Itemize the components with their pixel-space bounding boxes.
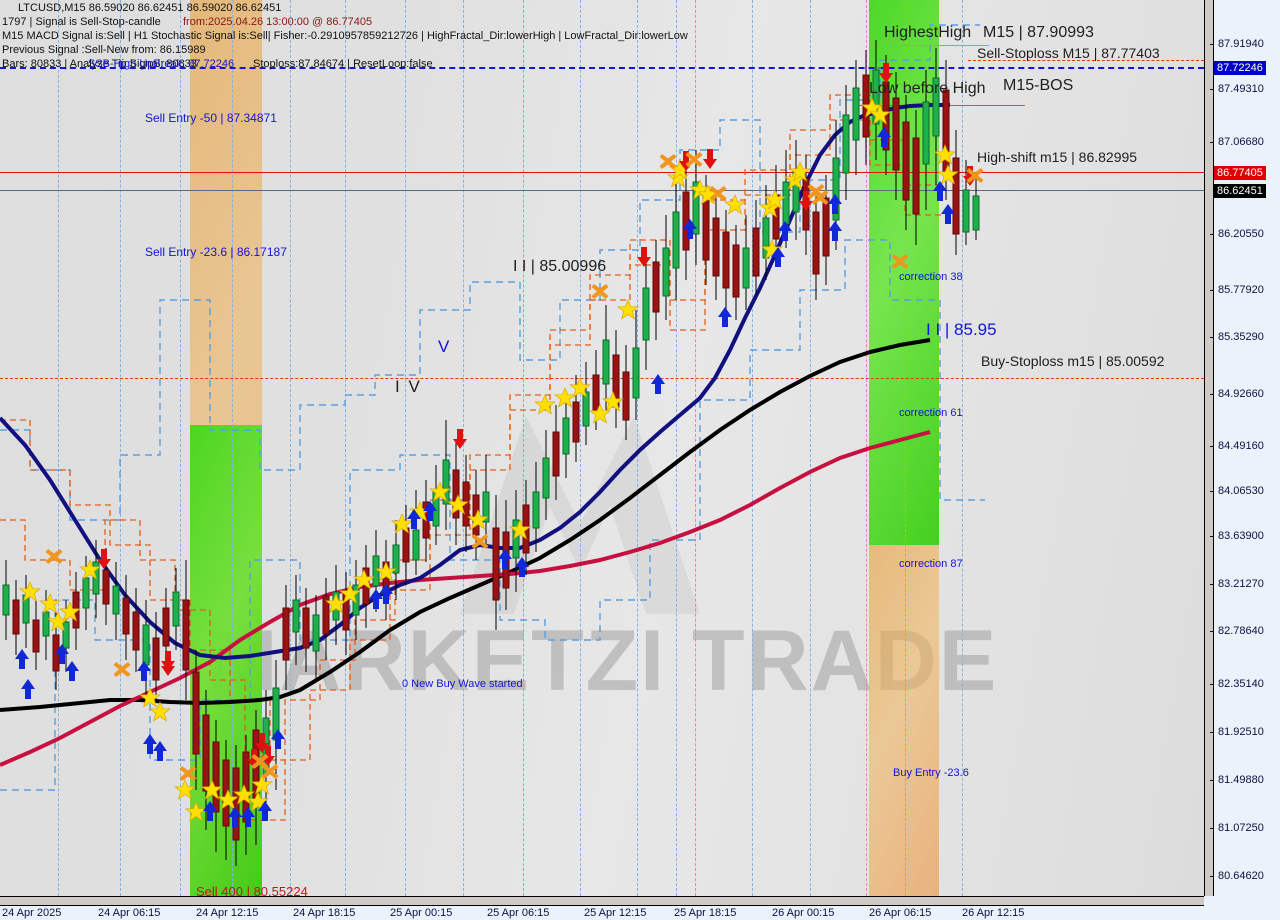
sell-entry-236-label: Sell Entry -23.6 | 86.17187 [145, 245, 287, 259]
time-tick-label: 24 Apr 06:15 [98, 907, 161, 919]
sell-entry-50-label: Sell Entry -50 | 87.34871 [145, 111, 277, 125]
correction-61-label: correction 61 [899, 407, 963, 419]
new-buy-wave-label: 0 New Buy Wave started [402, 678, 523, 690]
header-bars: Bars: 80833 | Analyze Tip Signal: 80833 [2, 58, 197, 70]
price-tick: 80.64620 [1210, 870, 1264, 882]
time-tick-label: 26 Apr 06:15 [869, 907, 932, 919]
price-tick: 81.92510 [1210, 726, 1264, 738]
price-tick: 87.49310 [1210, 83, 1264, 95]
vgrid [752, 0, 753, 896]
vgrid [962, 0, 963, 896]
vgrid [580, 0, 581, 896]
price-tick: 87.06680 [1210, 136, 1264, 148]
vgrid [290, 0, 291, 896]
vgrid [637, 0, 638, 896]
signal-markers-layer [15, 63, 984, 827]
header-ssb-upbreak: SSB-High UpBreak: 87.72246 [88, 58, 235, 70]
price-tick: 85.35290 [1210, 331, 1264, 343]
header-symbol-line: LTCUSD,M15 86.59020 86.62451 86.59020 86… [18, 2, 282, 14]
blue-up-arrow-markers [15, 127, 955, 827]
yellow-star-markers [19, 97, 959, 822]
price-tick: 84.49160 [1210, 440, 1264, 452]
vgrid-pink [523, 0, 524, 896]
vgrid [58, 0, 59, 896]
header-signal-from: from:2025.04.26 13:00:00 @ 86.77405 [183, 16, 373, 28]
price-axis-bar[interactable] [1204, 0, 1214, 896]
time-tick-label: 26 Apr 00:15 [772, 907, 835, 919]
red-down-arrow-markers [97, 63, 977, 769]
wave-ii-8595-label: I I | 85.95 [926, 320, 997, 339]
buy-stoploss-label: Buy-Stoploss m15 | 85.00592 [981, 353, 1165, 369]
vgrid [676, 0, 677, 896]
vgrid [345, 0, 346, 896]
price-tick: 82.78640 [1210, 625, 1264, 637]
wave-iv-label: I V [395, 377, 422, 396]
sell-stoploss-line [968, 60, 1204, 61]
header-indicators: M15 MACD Signal is:Sell | H1 Stochastic … [2, 30, 688, 42]
time-axis-labels[interactable]: 24 Apr 2025 24 Apr 06:15 24 Apr 12:15 24… [0, 906, 1280, 920]
vgrid [810, 0, 811, 896]
header-previous: Previous Signal :Sell-New from: 86.15989 [2, 44, 206, 56]
price-tick: 86.20550 [1210, 228, 1264, 240]
price-tick: 82.35140 [1210, 678, 1264, 690]
time-tick-label: 26 Apr 12:15 [962, 907, 1025, 919]
header-signal-prefix: 1797 | Signal is Sell-Stop-candle [2, 16, 161, 28]
price-tick: 83.63900 [1210, 530, 1264, 542]
indicator-lines [0, 24, 985, 821]
price-label-ssb-upbreak: 87.72246 [1214, 61, 1266, 75]
vgrid [405, 0, 406, 896]
price-axis-labels[interactable]: 87.91940 87.72246 87.49310 87.06680 86.7… [1210, 0, 1280, 896]
time-tick-label: 25 Apr 12:15 [584, 907, 647, 919]
current-price-line [0, 190, 1204, 191]
wave-v-label: V [438, 337, 450, 356]
low-before-high-label: Low before High [869, 80, 986, 97]
session-band-green-right [869, 0, 939, 545]
ssb-upbreak-line [0, 67, 1204, 69]
session-band-orange-right [869, 545, 939, 896]
vgrid [180, 0, 181, 896]
price-tick: 84.06530 [1210, 485, 1264, 497]
price-label-sell-stop: 86.77405 [1214, 166, 1266, 180]
correction-38-label: correction 38 [899, 271, 963, 283]
time-tick-label: 25 Apr 18:15 [674, 907, 737, 919]
time-tick-label: 24 Apr 12:15 [196, 907, 259, 919]
sell-400-label: Sell 400 | 80.55224 [196, 884, 308, 896]
buy-entry-236-label: Buy Entry -23.6 [893, 767, 969, 779]
m15-bos-label: M15-BOS [1003, 77, 1074, 94]
price-label-current: 86.62451 [1214, 184, 1266, 198]
price-tick: 84.92660 [1210, 388, 1264, 400]
price-tick: 83.21270 [1210, 578, 1264, 590]
m15-high-label: M15 | 87.90993 [983, 24, 1094, 41]
time-tick-label: 25 Apr 06:15 [487, 907, 550, 919]
vgrid [120, 0, 121, 896]
buy-stoploss-line [0, 378, 1204, 379]
high-shift-label: High-shift m15 | 86.82995 [977, 149, 1138, 165]
sell-stoploss-label: Sell-Stoploss M15 | 87.77403 [977, 45, 1160, 61]
correction-87-label: correction 87 [899, 558, 963, 570]
vgrid [905, 0, 906, 896]
time-tick-label: 24 Apr 2025 [2, 907, 62, 919]
highest-high-line [869, 45, 989, 46]
time-tick-label: 25 Apr 00:15 [390, 907, 453, 919]
vgrid [232, 0, 233, 896]
sell-stop-price-line [0, 172, 1204, 173]
price-tick: 85.77920 [1210, 284, 1264, 296]
wave-ii-85009-label: I I | 85.00996 [513, 258, 607, 275]
price-tick: 81.07250 [1210, 822, 1264, 834]
price-tick: 81.49880 [1210, 774, 1264, 786]
vgrid [463, 0, 464, 896]
price-tick: 87.91940 [1210, 38, 1264, 50]
time-tick-label: 24 Apr 18:15 [293, 907, 356, 919]
highest-high-label: HighestHigh [884, 24, 972, 41]
time-axis-bar[interactable] [0, 896, 1204, 906]
header-stoploss-tail: Stoploss:87.84674 | ResetLoop:false [253, 58, 433, 70]
chart-plot-area[interactable]: MARKETZI TRADE [0, 0, 1204, 896]
